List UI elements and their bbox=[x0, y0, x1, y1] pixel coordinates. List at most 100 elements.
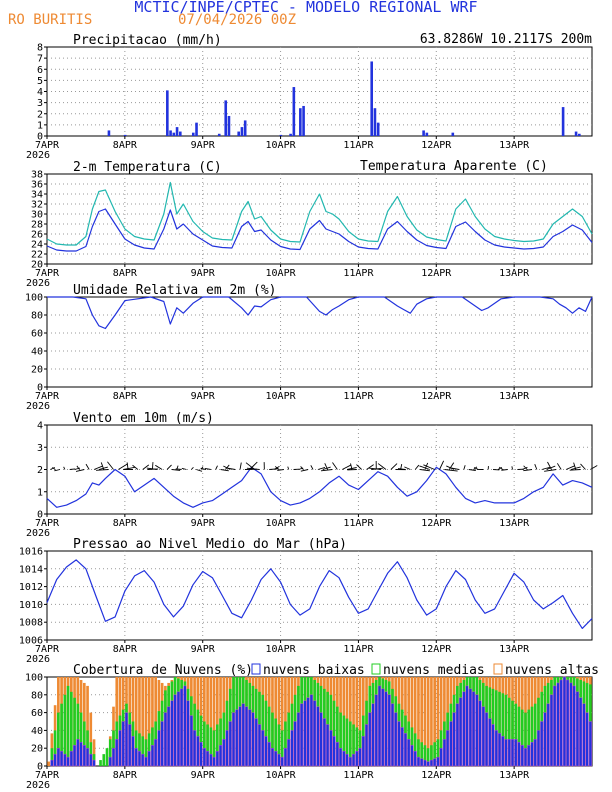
cloud-med-bar bbox=[144, 739, 148, 766]
humidity-tick-label-x: 10APR bbox=[266, 391, 297, 402]
precip-bar bbox=[289, 133, 292, 136]
temp-tick-label-x: 11APR bbox=[343, 268, 374, 279]
pressure-tick-label-x: 12APR bbox=[421, 644, 452, 655]
precip-bar bbox=[169, 130, 172, 136]
run-date: 07/04/2026 00Z bbox=[178, 12, 297, 28]
cloud-low-bar bbox=[56, 748, 60, 767]
wind-vector bbox=[573, 462, 577, 470]
cloud-low-bar bbox=[60, 750, 64, 767]
cloud-legend-swatch bbox=[371, 663, 381, 675]
cloud-low-bar bbox=[335, 742, 339, 767]
wind-vector bbox=[534, 464, 538, 470]
wind-vector bbox=[52, 467, 56, 470]
cloud-low-bar bbox=[215, 750, 219, 767]
clouds-tick-label-y: 20 bbox=[31, 744, 43, 755]
wind-vector bbox=[220, 469, 229, 472]
cloud-low-bar bbox=[206, 750, 210, 767]
clouds-tick-label-x: 7APR bbox=[35, 770, 60, 781]
cloud-high-bar bbox=[47, 761, 50, 766]
cloud-low-bar bbox=[488, 718, 492, 767]
cloud-low-bar bbox=[300, 703, 304, 767]
cloud-low-bar bbox=[439, 748, 443, 767]
clouds-frame bbox=[46, 676, 593, 767]
pressure-tick-label-x: 8APR bbox=[113, 644, 138, 655]
cloud-low-bar bbox=[468, 688, 472, 767]
cloud-high-bar bbox=[86, 685, 89, 766]
cloud-low-bar bbox=[76, 739, 80, 767]
cloud-med-bar bbox=[147, 733, 151, 766]
cloud-high-bar bbox=[144, 677, 148, 766]
cloud-med-bar bbox=[219, 718, 222, 766]
cloud-low-bar bbox=[235, 709, 239, 767]
wind-vector bbox=[404, 466, 411, 470]
cloud-low-bar bbox=[173, 694, 177, 767]
cloud-med-bar bbox=[511, 700, 514, 766]
cloud-low-bar bbox=[575, 691, 579, 767]
cloud-high-bar bbox=[410, 677, 414, 766]
cloud-high-bar bbox=[209, 677, 213, 766]
cloud-low-bar bbox=[176, 691, 180, 767]
cloud-high-bar bbox=[215, 677, 219, 766]
wind-vector bbox=[76, 465, 80, 470]
cloud-high-bar bbox=[436, 677, 440, 766]
temp-tick-label-x: 8APR bbox=[113, 268, 138, 279]
cloud-high-bar bbox=[433, 677, 436, 766]
precip-bar bbox=[191, 132, 195, 136]
cloud-low-bar bbox=[429, 759, 433, 767]
cloud-high-bar bbox=[277, 677, 281, 766]
cloud-high-bar bbox=[358, 677, 362, 766]
humidity-tick-label-y: 100 bbox=[25, 293, 43, 304]
cloud-low-bar bbox=[322, 718, 326, 767]
cloud-high-bar bbox=[92, 739, 96, 766]
cloud-low-bar bbox=[283, 748, 287, 767]
cloud-low-bar bbox=[588, 721, 592, 767]
cloud-low-bar bbox=[420, 758, 424, 767]
humidity-tick-label-x: 13APR bbox=[499, 391, 530, 402]
cloud-low-bar bbox=[209, 753, 213, 767]
cloud-low-bar bbox=[121, 721, 125, 767]
clouds-title: Cobertura de Nuvens (%) bbox=[73, 663, 253, 678]
cloud-low-bar bbox=[410, 745, 414, 767]
cloud-low-bar bbox=[455, 703, 459, 767]
cloud-low-bar bbox=[394, 712, 398, 767]
wind-vector bbox=[544, 469, 557, 472]
cloud-high-bar bbox=[206, 677, 209, 766]
cloud-low-bar bbox=[361, 736, 365, 767]
cloud-low-bar bbox=[507, 739, 511, 767]
apparent-temp-legend: Temperatura Aparente (C) bbox=[360, 159, 548, 174]
precip-tick-label-y: 8 bbox=[37, 43, 43, 54]
wind-vector bbox=[366, 464, 374, 470]
cloud-med-bar bbox=[524, 712, 527, 766]
wind-vector bbox=[181, 467, 187, 470]
wind-vector bbox=[419, 465, 430, 470]
wind-vector bbox=[332, 462, 338, 470]
precip-bar bbox=[299, 108, 302, 136]
wind-vector bbox=[317, 467, 326, 470]
temp-tick-label-y: 38 bbox=[31, 170, 43, 181]
wind-vector bbox=[556, 463, 562, 470]
cloud-legend-label: nuvens medias bbox=[383, 663, 485, 678]
temp-tick-label-x: 12APR bbox=[421, 268, 452, 279]
wind-vector bbox=[356, 464, 362, 470]
cloud-med-bar bbox=[209, 727, 213, 766]
precip-bar bbox=[373, 108, 377, 136]
cloud-high-bar bbox=[439, 677, 443, 766]
wind-tick-label-x: 9APR bbox=[191, 518, 216, 529]
wind-vector bbox=[377, 463, 387, 470]
cloud-high-bar bbox=[352, 677, 355, 766]
wind-vector bbox=[300, 469, 309, 472]
cloud-low-bar bbox=[510, 739, 515, 767]
wind-vector bbox=[246, 467, 260, 470]
wind-vector bbox=[155, 464, 163, 470]
cloud-med-bar bbox=[345, 718, 349, 766]
cloud-low-bar bbox=[157, 730, 161, 767]
precip-bar bbox=[224, 100, 228, 136]
cloud-low-bar bbox=[582, 703, 586, 767]
cloud-med-bar bbox=[50, 748, 54, 766]
temp-tick-label-y: 22 bbox=[31, 250, 43, 261]
wind-vector bbox=[463, 465, 466, 470]
precip-tick-label-x: 10APR bbox=[266, 140, 297, 151]
cloud-med-bar bbox=[76, 703, 80, 766]
cloud-low-bar bbox=[433, 758, 437, 767]
